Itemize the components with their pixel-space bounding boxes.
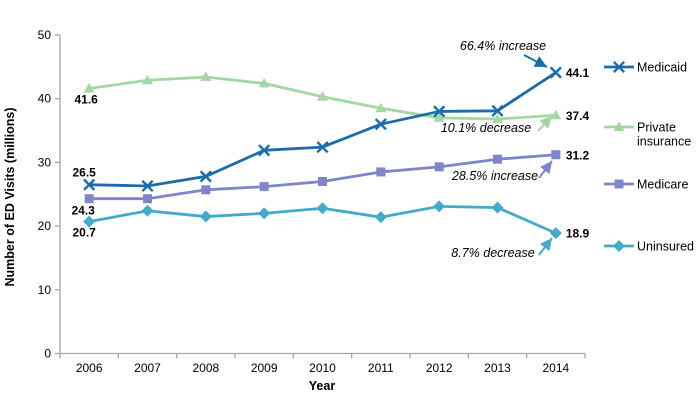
y-tick-label: 40 [38,92,52,106]
x-marker [491,104,504,117]
annotation-10-1-decrease: 10.1% decrease [441,115,553,135]
triangle-marker [375,102,387,113]
diamond-marker [491,201,504,214]
triangle-marker [433,112,445,122]
x-marker [141,179,154,193]
square-marker [201,185,211,195]
square-marker [493,154,502,164]
x-marker [612,60,626,74]
square-marker [143,194,152,204]
axes: 0 10 20 30 40 50 2006 2007 2008 2009 2010 2011 2012 2… [38,28,586,375]
diamond-marker [83,215,96,228]
legend-item-medicaid: Medicaid [604,61,687,75]
diamond-marker [316,202,329,215]
x-tick-label: 2011 [368,361,394,375]
diamond-marker [374,211,387,224]
x-marker [199,170,212,183]
x-tick-label: 2009 [251,361,278,375]
x-marker [433,105,446,118]
diamond-marker [141,204,154,217]
series-medicare: 24.3 31.2 [71,148,589,217]
x-tick-label: 2013 [484,361,511,375]
x-tick-label: 2012 [426,361,453,375]
annotation-arrow [538,160,553,179]
legend-label: Medicare [637,178,688,192]
first-value-label: 26.5 [72,166,96,180]
x-tick-label: 2008 [192,361,219,375]
x-tick-label: 2007 [134,361,161,375]
first-value-label: 24.3 [71,204,95,218]
annotation-8-7-decrease: 8.7% decrease [451,237,553,260]
triangle-marker [550,109,562,120]
y-tick-label: 50 [38,28,52,42]
x-marker [549,66,562,79]
square-marker [434,162,444,172]
first-value-label: 41.6 [74,93,98,107]
x-tick-label: 2006 [76,361,103,375]
last-value-label: 44.1 [566,66,590,80]
series-medicaid: 26.5 44.1 [72,66,590,193]
x-marker [316,141,329,154]
diamond-marker [613,240,625,252]
last-value-label: 31.2 [566,148,590,162]
annotation-text: 28.5% increase [451,169,538,183]
legend-label: Uninsured [637,240,694,254]
y-tick-label: 20 [38,219,52,233]
triangle-marker [258,77,270,88]
plot-area: 0 10 20 30 40 50 2006 2007 2008 2009 2010 2011 2012 2… [38,28,694,375]
x-marker [374,118,387,131]
x-marker [83,178,96,191]
series-private-insurance: 41.6 37.4 [74,71,590,124]
y-tick-label: 30 [38,155,52,169]
annotation-text: 10.1% decrease [441,121,531,135]
triangle-marker [200,71,212,82]
x-axis-title: Year [309,379,336,393]
square-marker [84,194,94,204]
square-marker [614,179,624,189]
annotation-text: 8.7% decrease [451,246,534,260]
annotation-66-4-increase: 66.4% increase [460,39,548,68]
square-marker [259,182,269,192]
square-marker [376,167,386,177]
annotation-text: 66.4% increase [460,39,546,53]
square-marker [551,150,561,160]
diamond-marker [258,207,271,220]
annotation-arrow [523,54,548,68]
square-marker [318,177,327,187]
diamond-marker [199,210,212,223]
legend-item-uninsured: Uninsured [604,240,694,254]
annotation-arrow [538,237,553,256]
triangle-marker [317,91,328,101]
triangle-marker [83,83,95,93]
legend-item-medicare: Medicare [604,178,688,192]
triangle-marker [492,113,503,124]
legend-label: insurance [637,135,691,149]
last-value-label: 37.4 [566,109,590,123]
annotation-arrow [537,115,553,132]
triangle-marker [613,121,625,131]
triangle-marker [142,74,153,85]
annotation-28-5-increase: 28.5% increase [451,160,553,183]
x-tick-label: 2010 [309,361,336,375]
legend-label: Private [637,121,676,135]
y-tick-label: 0 [44,347,51,361]
x-marker [258,144,271,157]
diamond-marker [549,227,562,240]
first-value-label: 20.7 [72,226,96,240]
x-tick-label: 2014 [542,361,569,375]
last-value-label: 18.9 [566,227,590,241]
diamond-marker [433,200,446,213]
y-tick-label: 10 [38,283,52,297]
series-uninsured: 20.7 18.9 [72,200,590,241]
legend-label: Medicaid [637,61,687,75]
y-axis-title: Number of ED Visits (millions) [3,108,17,287]
